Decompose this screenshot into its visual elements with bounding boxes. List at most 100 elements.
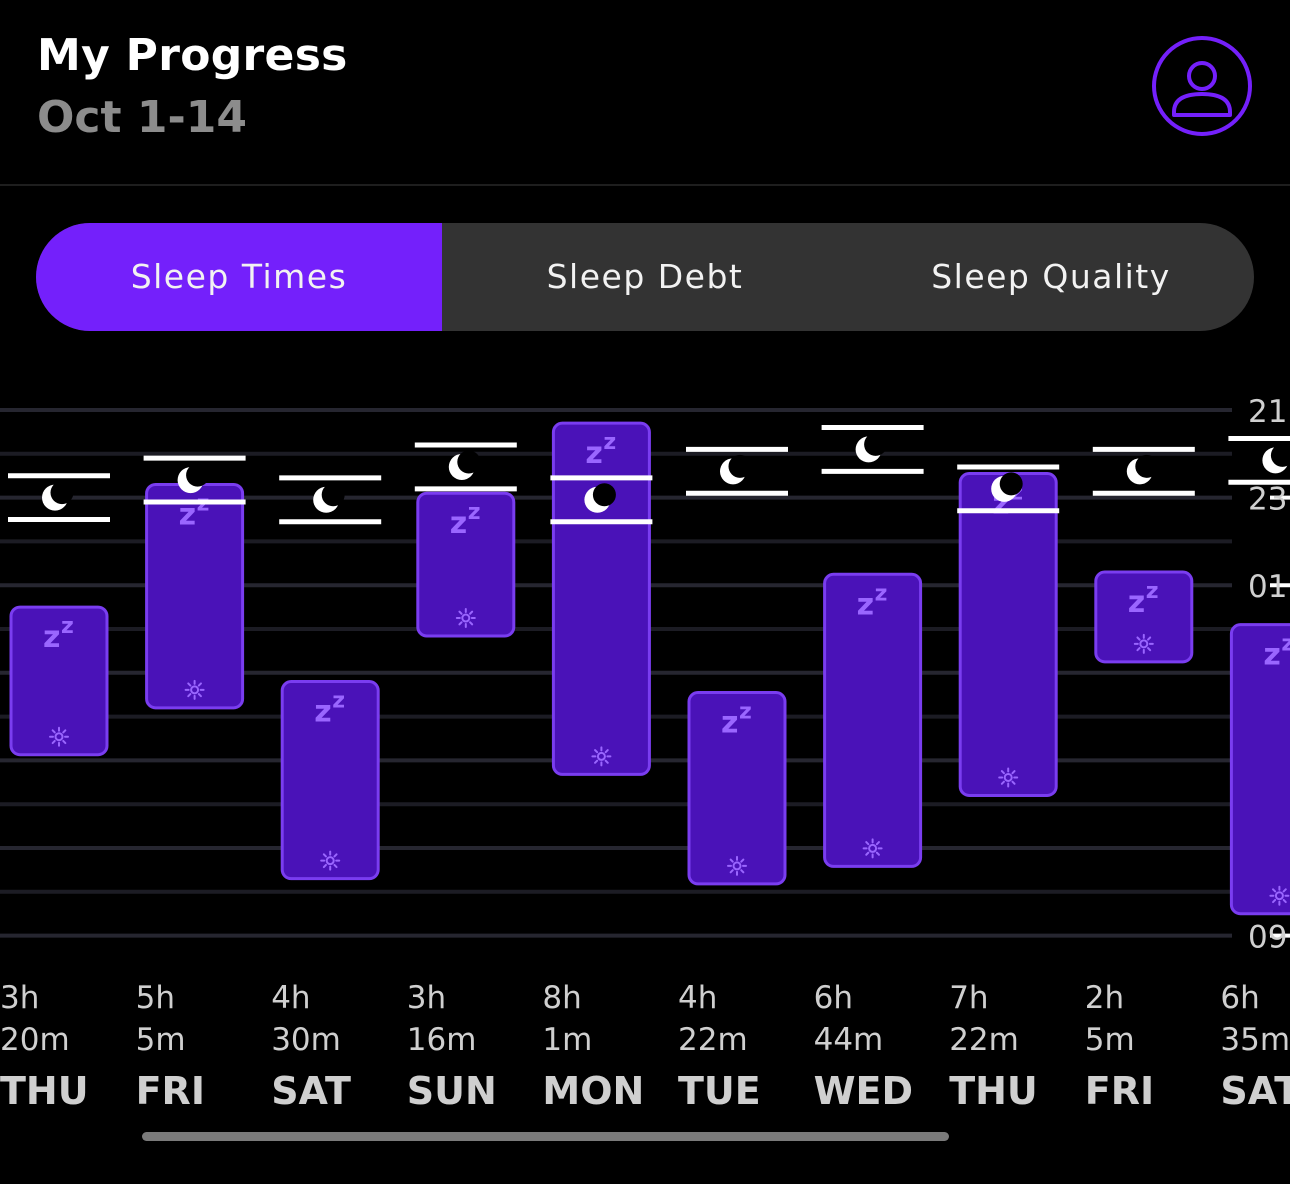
duration-hours: 6h — [814, 980, 853, 1016]
svg-text:z: z — [721, 706, 738, 741]
sun-icon — [727, 855, 747, 876]
sleep-bar — [416, 491, 516, 638]
duration-minutes: 16m — [407, 1022, 477, 1058]
sun-icon — [320, 850, 341, 871]
svg-text:z: z — [739, 700, 752, 725]
svg-text:z: z — [332, 689, 345, 714]
day-label: SAT — [271, 1069, 351, 1113]
horizontal-scrollbar[interactable] — [142, 1132, 949, 1141]
sleep-bar — [280, 680, 380, 881]
sleep-column: z z 8h 1m MON — [542, 421, 653, 1113]
svg-text:z: z — [179, 497, 196, 532]
sleep-bar — [9, 605, 109, 757]
sleep-column: z z 3h 16m SUN — [407, 442, 517, 1113]
duration-hours: 2h — [1085, 980, 1124, 1016]
svg-text:z: z — [43, 620, 60, 655]
sleep-bar — [1094, 570, 1194, 664]
duration-minutes: 20m — [0, 1022, 70, 1058]
sleep-column: z z 6h 35m SAT — [1220, 435, 1290, 1113]
tab-sleep-debt[interactable]: Sleep Debt — [546, 257, 744, 296]
duration-hours: 7h — [949, 980, 988, 1016]
person-icon — [1152, 36, 1252, 136]
duration-hours: 4h — [271, 980, 310, 1016]
duration-minutes: 22m — [949, 1022, 1019, 1058]
moon-icon — [177, 463, 210, 494]
page-title: My Progress — [37, 30, 348, 81]
moon-icon — [448, 450, 481, 480]
sleep-bar — [687, 691, 787, 886]
svg-text:z: z — [1128, 585, 1145, 620]
day-label: MON — [542, 1069, 644, 1113]
svg-text:z: z — [875, 581, 888, 606]
sleep-times-chart: 21230103050709zz3h20mTHUzz5h5mFRIzz4h30m… — [0, 394, 1290, 1113]
moon-icon — [855, 432, 888, 463]
y-tick-label: 09 — [1248, 920, 1287, 956]
day-label: THU — [0, 1069, 89, 1113]
day-label: SUN — [407, 1069, 497, 1113]
y-tick-label: 23 — [1248, 482, 1287, 518]
svg-text:z: z — [857, 587, 874, 622]
sleep-bar — [823, 572, 923, 868]
duration-minutes: 35m — [1220, 1022, 1290, 1058]
moon-icon — [42, 481, 74, 511]
svg-text:z: z — [468, 500, 481, 525]
tab-sleep-quality[interactable]: Sleep Quality — [931, 257, 1171, 296]
duration-minutes: 30m — [271, 1022, 341, 1058]
duration-hours: 5h — [136, 980, 175, 1016]
svg-text:z: z — [1146, 579, 1159, 604]
header-divider — [0, 184, 1290, 186]
day-label: WED — [814, 1069, 913, 1113]
duration-minutes: 44m — [814, 1022, 884, 1058]
sleep-bar — [958, 472, 1058, 797]
sleep-column: zz5h5mFRI — [136, 455, 246, 1113]
sun-icon — [1269, 885, 1290, 906]
tab-sleep-times[interactable]: Sleep Times — [36, 223, 442, 331]
svg-text:z: z — [1263, 638, 1280, 673]
duration-hours: 3h — [407, 980, 446, 1016]
day-label: FRI — [136, 1069, 205, 1113]
sleep-bar — [551, 421, 651, 776]
duration-minutes: 5m — [1085, 1022, 1135, 1058]
svg-text:z: z — [603, 430, 616, 455]
moon-icon — [313, 483, 345, 513]
y-tick-label: 01 — [1248, 569, 1287, 605]
duration-minutes: 22m — [678, 1022, 748, 1058]
svg-text:z: z — [450, 506, 467, 541]
tab-bar: Sleep Times Sleep Debt Sleep Quality — [36, 223, 1254, 331]
duration-hours: 8h — [542, 980, 581, 1016]
day-label: TUE — [678, 1069, 761, 1113]
sleep-column: z z 4h 30m SAT — [271, 475, 382, 1113]
sun-icon — [591, 746, 612, 767]
sun-icon — [49, 726, 69, 747]
sun-icon — [862, 838, 883, 859]
duration-hours: 4h — [678, 980, 717, 1016]
moon-icon — [991, 472, 1023, 502]
duration-minutes: 5m — [136, 1022, 186, 1058]
sleep-column: z z 3h 20m THU — [0, 473, 110, 1113]
day-label: THU — [949, 1069, 1038, 1113]
bars: zz3h20mTHUzz5h5mFRIzz4h30mSATzz3h16mSUNz… — [0, 421, 1290, 1113]
sleep-column: z z 6h 44m WED — [814, 425, 924, 1113]
svg-text:z: z — [314, 695, 331, 730]
sleep-column: z z 4h 22m TUE — [678, 446, 788, 1113]
moon-icon — [1262, 443, 1290, 474]
date-range: Oct 1-14 — [37, 92, 247, 143]
svg-text:z: z — [585, 436, 602, 471]
moon-icon — [584, 483, 616, 513]
sleep-column: z z 2h 5m FRI — [1085, 446, 1195, 1113]
sun-icon — [184, 679, 205, 700]
sleep-bar — [1229, 623, 1290, 916]
moon-icon — [1126, 454, 1159, 485]
duration-hours: 6h — [1220, 980, 1259, 1016]
day-label: SAT — [1220, 1069, 1290, 1113]
profile-button[interactable] — [1152, 36, 1252, 136]
day-label: FRI — [1085, 1069, 1154, 1113]
